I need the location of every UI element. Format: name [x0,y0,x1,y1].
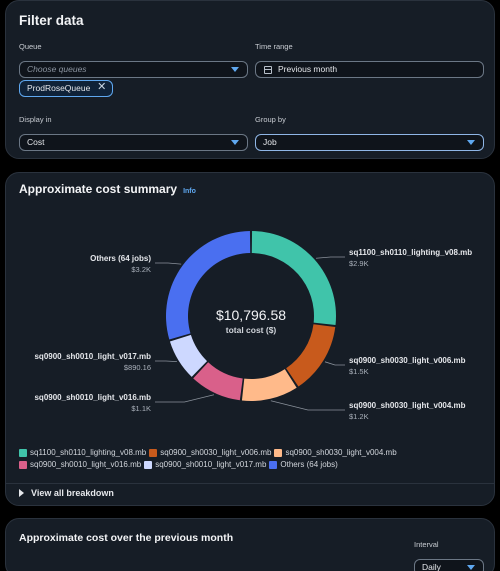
interval-select[interactable]: Daily [414,559,484,571]
legend-swatch [19,460,27,469]
slice-value: $890.16 [124,363,151,372]
info-link[interactable]: Info [183,188,196,195]
donut-slice[interactable] [165,231,251,340]
total-cost-label: total cost ($) [226,325,277,335]
slice-label: sq0900_sh0030_light_v006.mb [349,356,466,365]
time-range-input[interactable]: Previous month [255,61,484,78]
chart-legend: sq1100_sh0110_lighting_v08.mb sq0900_sh00… [19,448,489,472]
time-range-label: Time range [255,42,293,51]
legend-swatch [274,448,283,457]
interval-value: Daily [422,562,441,571]
slice-value: $2.9K [349,259,369,268]
slice-value: $3.2K [131,265,151,274]
leader-line [270,400,345,411]
interval-label: Interval [414,540,439,549]
donut-slice[interactable] [169,334,208,377]
group-by-label: Group by [255,115,286,124]
display-in-label: Display in [19,115,52,124]
view-all-breakdown-label: View all breakdown [31,488,114,498]
legend-swatch [144,460,153,469]
leader-line [155,262,182,265]
view-all-breakdown-toggle[interactable]: View all breakdown [19,488,114,498]
group-by-value: Job [263,137,277,147]
slice-label: sq0900_sh0010_light_v017.mb [34,352,151,361]
legend-label: sq0900_sh0030_light_v004.mb [285,448,397,457]
legend-swatch [19,448,27,457]
leader-line [155,360,177,363]
cost-donut-chart: sq1100_sh0110_lighting_v08.mb $2.9K sq0900… [34,231,472,421]
filter-title: Filter data [19,13,84,28]
donut-slice[interactable] [286,324,336,387]
time-range-value: Previous month [278,64,338,74]
cost-summary-title: Approximate cost summary Info [19,182,196,196]
chevron-down-icon [467,565,475,570]
cost-summary-panel: Approximate cost summary Info sq1100_sh01… [5,172,495,506]
group-by-select[interactable]: Job [255,134,484,151]
legend-item[interactable]: Others (64 jobs) [269,460,338,469]
cost-summary-title-text: Approximate cost summary [19,182,178,196]
legend-label: sq0900_sh0010_light_v017.mb [155,460,267,469]
divider [6,483,494,484]
legend-swatch [269,460,278,469]
legend-label: sq1100_sh0110_lighting_v08.mb [30,448,147,457]
donut-slice[interactable] [241,369,297,401]
slice-value: $1.1K [131,404,151,413]
close-icon[interactable]: ✕ [97,81,107,93]
legend-label: sq0900_sh0010_light_v016.mb [30,460,142,469]
legend-swatch [149,448,158,457]
slice-value: $1.2K [349,412,369,421]
display-in-value: Cost [27,137,45,147]
display-in-select[interactable]: Cost [19,134,248,151]
queue-token: ProdRoseQueue ✕ [19,80,114,97]
queue-token-label: ProdRoseQueue [27,83,91,93]
chevron-down-icon [231,140,239,145]
chevron-down-icon [231,67,239,72]
queue-placeholder: Choose queues [27,64,87,74]
leader-line [155,394,215,403]
queue-label: Queue [19,42,42,51]
chevron-down-icon [467,140,475,145]
queue-select[interactable]: Choose queues [19,61,248,78]
slice-label: Others (64 jobs) [90,254,151,263]
legend-item[interactable]: sq1100_sh0110_lighting_v08.mb [19,448,146,457]
legend-item[interactable]: sq0900_sh0030_light_v004.mb [274,448,397,457]
filter-panel: Filter data Queue Choose queues ProdRose… [5,0,495,159]
slice-label: sq1100_sh0110_lighting_v08.mb [349,248,472,257]
donut-slice[interactable] [193,362,243,401]
slice-label: sq0900_sh0030_light_v004.mb [349,401,466,410]
total-cost-value: $10,796.58 [216,307,286,323]
cost-over-month-panel: Approximate cost over the previous month… [5,518,495,571]
slice-label: sq0900_sh0010_light_v016.mb [34,393,151,402]
legend-label: sq0900_sh0030_light_v006.mb [160,448,272,457]
legend-item[interactable]: sq0900_sh0030_light_v006.mb [149,448,271,457]
calendar-icon [264,66,272,74]
slice-value: $1.5K [349,367,369,376]
donut-slice[interactable] [251,231,336,325]
caret-right-icon [19,489,24,497]
legend-item[interactable]: sq0900_sh0010_light_v017.mb [144,460,266,469]
leader-line [316,256,345,259]
legend-label: Others (64 jobs) [280,460,338,469]
cost-over-month-title: Approximate cost over the previous month [19,532,234,544]
leader-line [324,361,345,366]
legend-item[interactable]: sq0900_sh0010_light_v016.mb [19,460,141,469]
